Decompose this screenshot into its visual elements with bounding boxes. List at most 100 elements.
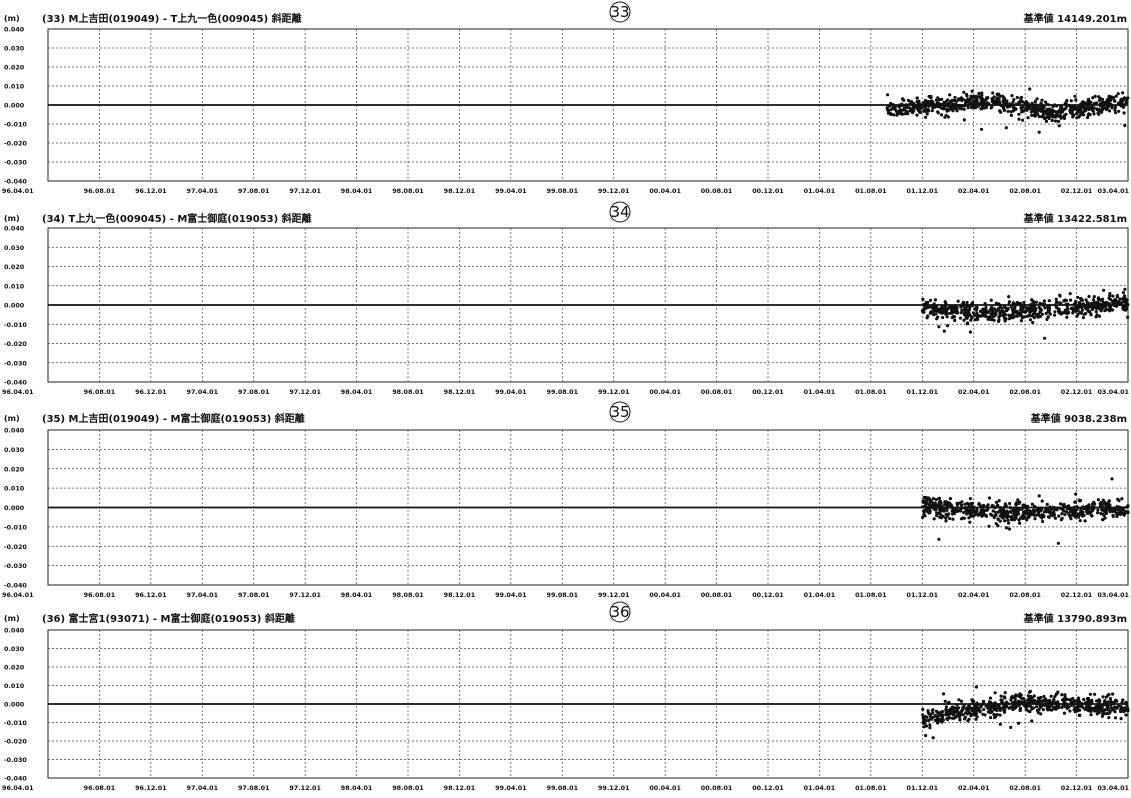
data-point xyxy=(1031,308,1035,312)
data-point xyxy=(1028,318,1033,322)
data-point xyxy=(1073,500,1078,504)
data-point xyxy=(1011,100,1015,104)
data-point xyxy=(1114,705,1118,709)
data-point xyxy=(1065,99,1069,103)
data-point xyxy=(1097,700,1101,704)
data-point xyxy=(970,712,974,717)
data-point xyxy=(1034,306,1038,311)
data-point xyxy=(926,107,930,112)
data-point xyxy=(922,109,926,113)
data-point xyxy=(1086,106,1090,110)
data-point xyxy=(924,724,929,728)
data-point xyxy=(1012,512,1016,516)
data-point xyxy=(1078,301,1082,305)
data-point xyxy=(1084,505,1088,509)
data-point xyxy=(1043,336,1047,340)
data-point xyxy=(988,315,992,319)
data-point xyxy=(1108,292,1112,296)
data-point xyxy=(1046,515,1051,519)
data-point xyxy=(943,115,947,119)
data-point xyxy=(1027,695,1031,700)
data-point xyxy=(951,512,955,516)
data-point xyxy=(968,305,972,309)
data-point xyxy=(990,104,994,109)
data-point xyxy=(934,709,939,713)
data-point xyxy=(1106,97,1110,102)
data-point xyxy=(983,302,987,306)
data-point xyxy=(1041,708,1045,712)
data-point xyxy=(1059,108,1063,113)
x-tick-label: 97.04.01 xyxy=(187,187,219,195)
data-point xyxy=(942,106,946,111)
data-point xyxy=(889,101,893,106)
data-point xyxy=(979,505,983,509)
data-point xyxy=(1122,709,1126,714)
chart-panel-4: (m) (36) 富士宮1(93071) - M富士御庭(019053) 斜距離 基… xyxy=(2,601,1130,792)
data-point xyxy=(942,509,946,513)
data-point xyxy=(922,716,926,720)
data-point xyxy=(994,522,998,526)
x-tick-label: 01.04.01 xyxy=(804,187,836,195)
data-point xyxy=(971,99,975,103)
data-point xyxy=(1030,109,1034,113)
data-point xyxy=(1054,297,1058,301)
data-point xyxy=(1084,306,1088,310)
data-point xyxy=(1089,513,1093,517)
data-point xyxy=(1071,311,1075,315)
data-point xyxy=(1104,511,1109,515)
data-point xyxy=(965,92,969,97)
data-point xyxy=(1086,708,1090,712)
y-tick-label: -0.020 xyxy=(4,340,27,348)
x-tick-label: 00.04.01 xyxy=(649,591,681,599)
data-point xyxy=(1032,300,1036,304)
x-tick-label: 01.08.01 xyxy=(855,388,887,396)
data-point xyxy=(931,312,936,317)
data-point xyxy=(1004,700,1009,704)
data-point xyxy=(938,717,943,722)
data-point xyxy=(1110,106,1114,110)
x-tick-label: 96.08.01 xyxy=(84,591,116,599)
data-point xyxy=(947,709,951,713)
data-point xyxy=(1076,704,1080,708)
x-tick-label: 99.12.01 xyxy=(598,187,630,195)
data-point xyxy=(1046,103,1051,107)
y-tick-label: -0.030 xyxy=(4,359,27,367)
data-point xyxy=(1038,310,1042,314)
data-point xyxy=(1026,116,1030,120)
data-point xyxy=(1025,518,1029,522)
data-point xyxy=(1055,508,1059,512)
data-point xyxy=(1097,703,1101,708)
data-point xyxy=(1043,703,1047,707)
data-point xyxy=(957,97,961,101)
data-point xyxy=(924,505,928,509)
data-point xyxy=(927,511,931,515)
data-point xyxy=(934,308,938,312)
data-point xyxy=(906,112,910,116)
data-point xyxy=(998,109,1002,113)
x-tick-label: 00.04.01 xyxy=(649,187,681,195)
data-point xyxy=(930,505,934,509)
data-point xyxy=(927,102,931,106)
data-point xyxy=(1104,508,1108,512)
data-point xyxy=(1045,502,1049,506)
data-point xyxy=(1009,698,1013,702)
data-point xyxy=(1013,309,1017,313)
data-point xyxy=(996,517,1000,521)
data-point xyxy=(1123,305,1127,309)
data-point xyxy=(905,103,909,107)
data-point xyxy=(959,96,964,100)
data-point xyxy=(1070,307,1074,311)
data-point xyxy=(896,112,900,116)
data-point xyxy=(1042,105,1046,109)
data-point xyxy=(1028,704,1033,708)
data-point xyxy=(977,502,981,506)
x-tick-label: 97.12.01 xyxy=(289,591,321,599)
data-point xyxy=(899,108,903,113)
data-point xyxy=(1065,315,1069,319)
data-point xyxy=(967,98,972,102)
data-point xyxy=(991,509,995,513)
data-point xyxy=(990,504,994,508)
x-tick-label: 98.04.01 xyxy=(341,784,373,792)
x-tick-label: 98.12.01 xyxy=(444,591,476,599)
data-point xyxy=(937,101,941,105)
